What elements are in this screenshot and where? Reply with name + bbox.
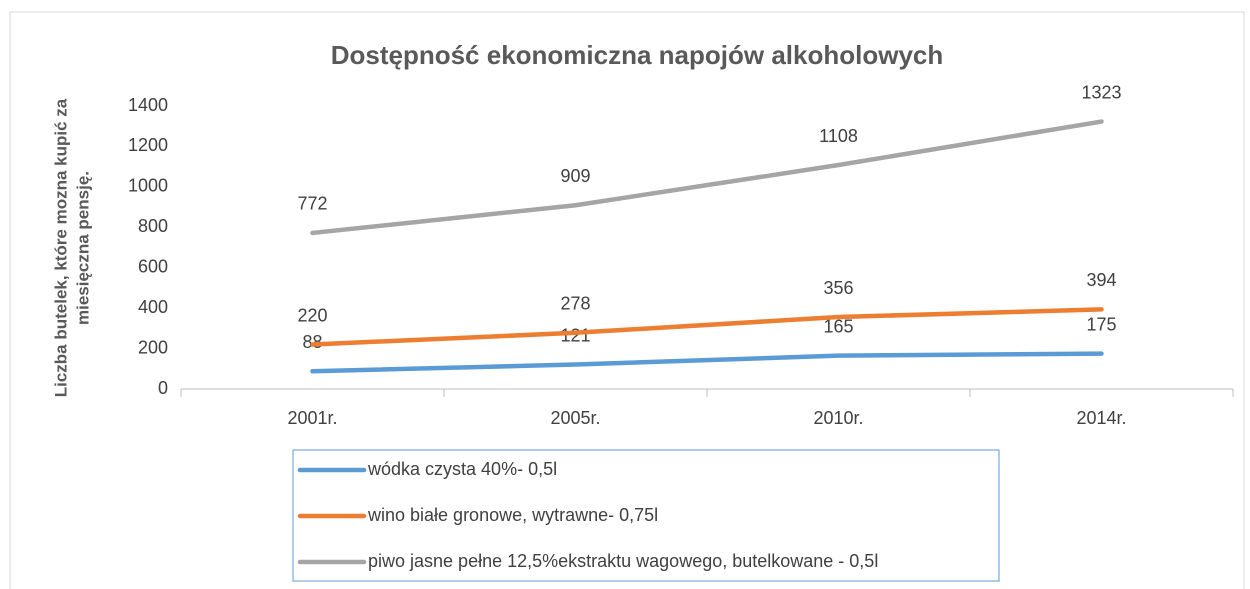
chart-title: Dostępność ekonomiczna napojów alkoholow… <box>331 40 944 70</box>
data-label: 1108 <box>819 126 858 146</box>
data-label: 394 <box>1086 270 1116 290</box>
data-label: 1323 <box>1081 82 1121 102</box>
y-axis-label: Liczba butelek, które mozna kupić za mie… <box>51 98 92 397</box>
y-tick-label: 200 <box>138 337 168 357</box>
series-line <box>310 119 1104 236</box>
data-label: 220 <box>297 305 327 325</box>
data-label: 772 <box>297 194 327 214</box>
legend-label: wino białe gronowe, wytrawne- 0,75l <box>367 505 658 525</box>
legend-label: piwo jasne pełne 12,5%ekstraktu wagowego… <box>368 551 878 571</box>
series-line <box>310 351 1104 374</box>
y-tick-label: 1400 <box>128 95 168 115</box>
y-tick-label: 1000 <box>128 176 168 196</box>
y-axis-label-line: miesięczna pensję. <box>73 171 92 325</box>
x-tick-label: 2010r. <box>813 408 863 428</box>
data-label: 278 <box>560 294 590 314</box>
x-tick-label: 2001r. <box>287 408 337 428</box>
x-tick-label: 2014r. <box>1076 408 1126 428</box>
y-tick-label: 1200 <box>128 135 168 155</box>
data-label: 909 <box>560 166 590 186</box>
data-label: 88 <box>302 332 322 352</box>
y-tick-label: 0 <box>158 378 168 398</box>
y-tick-label: 400 <box>138 297 168 317</box>
data-label: 175 <box>1086 314 1116 334</box>
legend-box <box>292 449 1000 582</box>
y-tick-label: 600 <box>138 256 168 276</box>
y-tick-label: 800 <box>138 216 168 236</box>
series-line <box>310 307 1104 347</box>
data-label: 165 <box>823 316 853 336</box>
x-tick-label: 2005r. <box>550 408 600 428</box>
data-label: 356 <box>823 278 853 298</box>
legend-label: wódka czysta 40%- 0,5l <box>367 459 557 479</box>
y-axis-label-line: Liczba butelek, które mozna kupić za <box>51 98 70 397</box>
